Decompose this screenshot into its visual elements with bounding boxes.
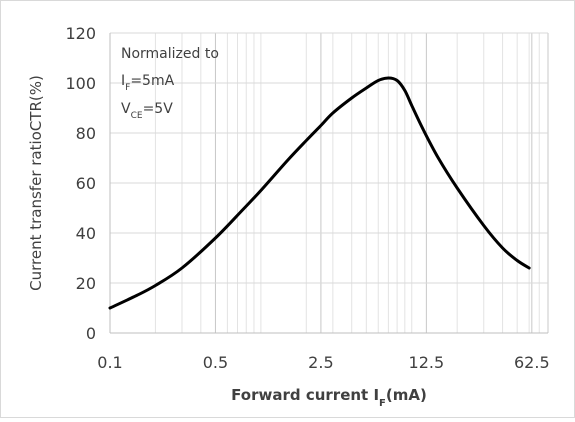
y-tick-label: 120 [65, 24, 96, 43]
y-tick-label: 100 [65, 74, 96, 93]
x-tick-label: 0.1 [97, 353, 122, 372]
series-layer [108, 76, 531, 310]
annotation-line2: IF=5mA [121, 73, 175, 93]
x-tick-label: 0.5 [203, 353, 228, 372]
x-tick-label: 12.5 [409, 353, 445, 372]
annotation-line1: Normalized to [121, 46, 219, 62]
y-tick-label: 60 [76, 174, 96, 193]
axis-layer [109, 33, 548, 334]
x-tick-label: 62.5 [514, 353, 550, 372]
y-tick-label: 20 [76, 274, 96, 293]
x-axis-title: Forward current IF(mA) [231, 386, 427, 409]
y-tick-label: 80 [76, 124, 96, 143]
grid-layer [109, 32, 549, 333]
x-tick-label: 2.5 [308, 353, 333, 372]
y-tick-label: 40 [76, 224, 96, 243]
y-axis-title: Current transfer ratioCTR(%) [27, 75, 45, 291]
annotation-line3: VCE=5V [121, 101, 173, 121]
label-layer: 0 20 40 60 80 100 120 0.1 0.5 2.5 12.5 62.5 Forward … [27, 24, 550, 409]
series-line [108, 76, 531, 310]
y-tick-label: 0 [86, 324, 96, 343]
